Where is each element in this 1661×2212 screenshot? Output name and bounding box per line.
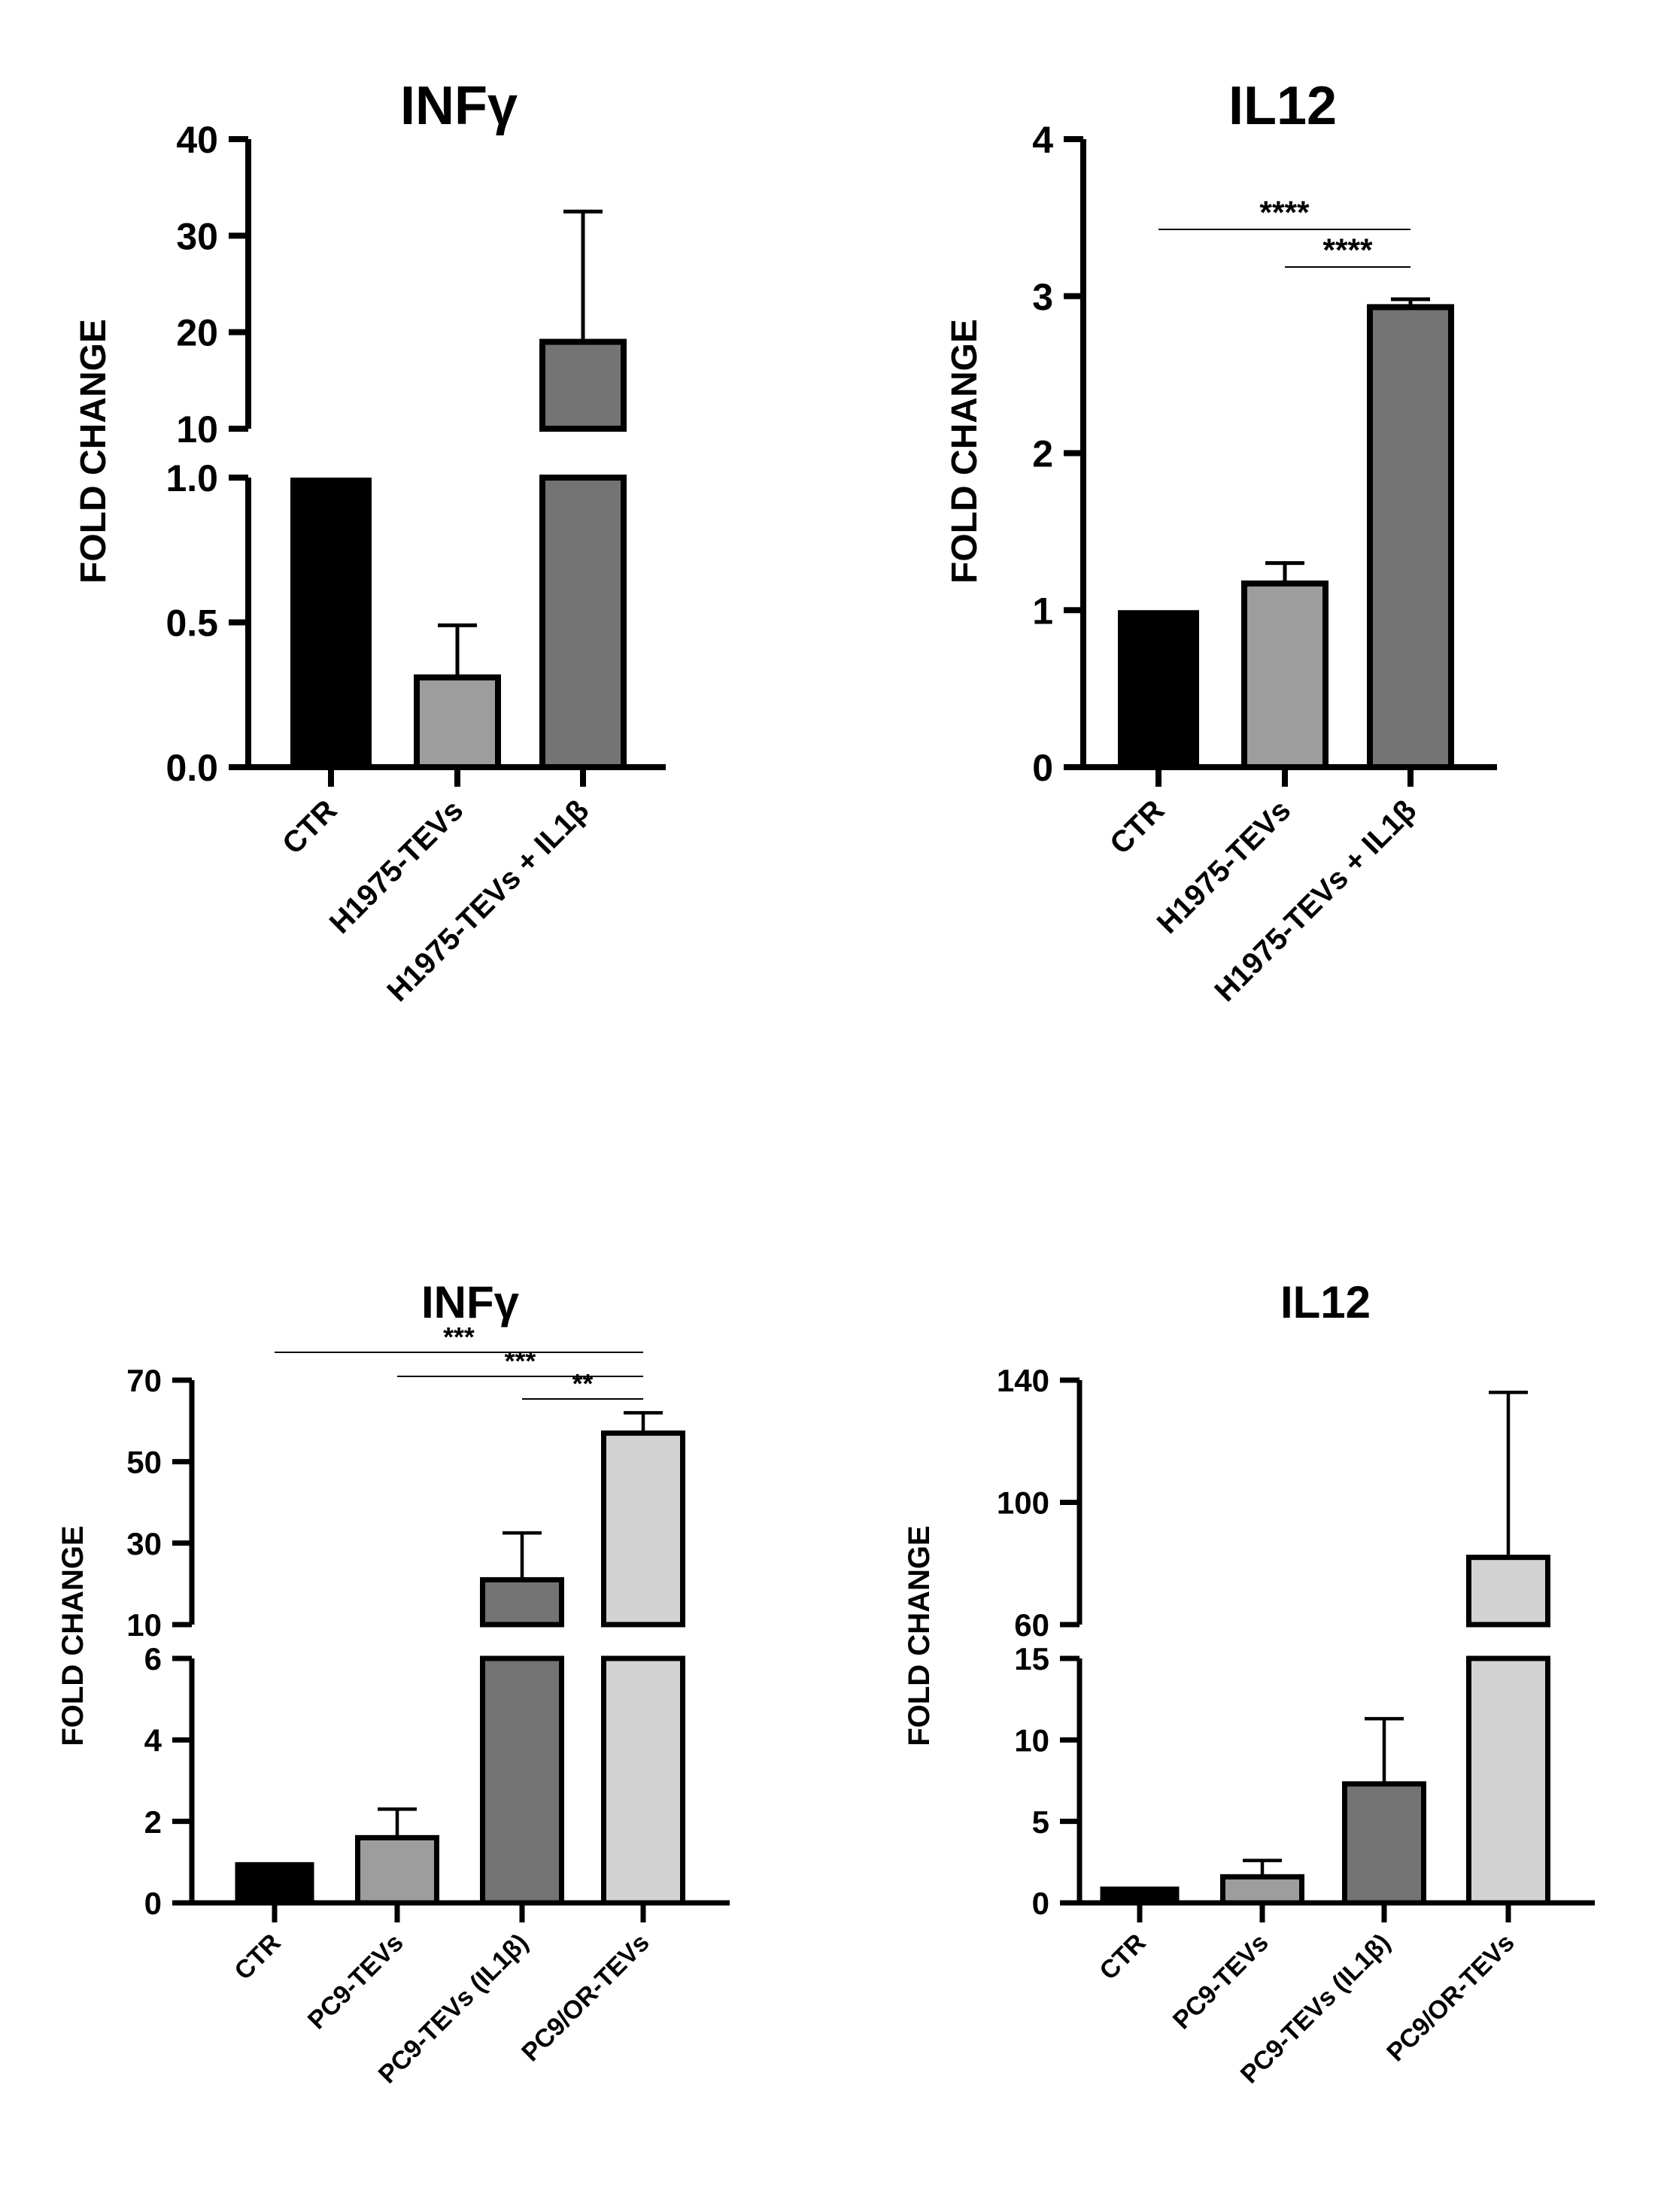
x-tick-label: PC9-TEVs (1168, 1928, 1274, 2035)
y-tick-label: 3 (1032, 276, 1053, 318)
y-tick-label: 140 (997, 1363, 1049, 1398)
y-tick-label: 0 (1032, 747, 1053, 789)
chart-title: INFγ (421, 1277, 520, 1328)
bar-0 (1100, 1886, 1180, 1903)
y-tick-label: 4 (144, 1722, 162, 1758)
x-tick-label: PC9/OR-TEVs (516, 1928, 655, 2068)
y-tick-label: 5 (1032, 1804, 1049, 1840)
y-tick-label: 50 (126, 1444, 162, 1479)
x-tick-label: CTR (1094, 1928, 1151, 1986)
y-tick-label: 15 (1014, 1641, 1049, 1676)
y-tick-label: 100 (997, 1485, 1049, 1521)
chart-title: IL12 (1280, 1277, 1371, 1328)
bar-0 (290, 478, 372, 767)
y-tick-label: 0.5 (165, 602, 218, 645)
y-tick-label: 0.0 (165, 747, 218, 789)
bar-3-upper (1466, 1555, 1550, 1628)
x-tick-label: PC9-TEVs (302, 1928, 409, 2035)
bar-1 (1220, 1874, 1304, 1906)
y-axis-label: FOLD CHANGE (74, 319, 114, 584)
y-tick-label: 1.0 (165, 457, 218, 499)
y-tick-label: 4 (1032, 119, 1053, 161)
y-tick-label: 10 (1014, 1722, 1049, 1758)
bar-3-lower (1466, 1655, 1550, 1906)
y-tick-label: 1 (1032, 590, 1053, 632)
y-tick-label: 20 (176, 312, 218, 354)
bar-2 (1342, 1781, 1426, 1906)
bar-1 (1241, 580, 1328, 771)
y-tick-label: 30 (176, 215, 218, 257)
significance-label: *** (505, 1346, 536, 1376)
significance-label: ** (572, 1369, 594, 1399)
y-tick-label: 10 (126, 1607, 162, 1643)
y-axis-label: FOLD CHANGE (903, 1525, 936, 1746)
bar-2 (1367, 304, 1454, 770)
y-tick-label: 0 (144, 1886, 162, 1921)
x-tick-label: CTR (1104, 793, 1171, 860)
y-tick-label: 70 (126, 1363, 162, 1398)
bar-1 (355, 1834, 439, 1906)
significance-label: *** (443, 1322, 475, 1352)
y-tick-label: 30 (126, 1526, 162, 1561)
bar-2-upper (480, 1576, 564, 1628)
bar-0 (235, 1862, 314, 1903)
y-axis-label: FOLD CHANGE (56, 1525, 90, 1746)
significance-label: **** (1259, 196, 1310, 231)
chart-title: IL12 (1228, 76, 1337, 136)
bar-2-upper (539, 338, 627, 432)
y-tick-label: 10 (176, 408, 218, 451)
y-axis-label: FOLD CHANGE (945, 319, 985, 584)
bar-1 (414, 674, 501, 771)
y-tick-label: 60 (1014, 1607, 1049, 1643)
chart-title: INFγ (400, 76, 518, 136)
bar-2-lower (539, 475, 627, 770)
x-tick-label: PC9/OR-TEVs (1381, 1928, 1520, 2068)
significance-label: **** (1322, 233, 1373, 269)
y-tick-label: 40 (176, 119, 218, 161)
x-tick-label: CTR (276, 793, 343, 860)
chart-panel-bottom_left: INFγ FOLD CHANGE 0 2 4 610 30 50 70 CTR PC9-TEVs PC… (56, 1277, 730, 2089)
bar-3-lower (601, 1655, 685, 1906)
bar-2-lower (480, 1655, 564, 1906)
x-tick-label: CTR (229, 1928, 286, 1986)
y-tick-label: 2 (1032, 433, 1053, 475)
bar-3-upper (601, 1430, 685, 1628)
y-tick-label: 0 (1032, 1886, 1049, 1921)
y-tick-label: 2 (144, 1804, 162, 1840)
bar-0 (1118, 610, 1199, 767)
y-tick-label: 6 (144, 1641, 162, 1676)
